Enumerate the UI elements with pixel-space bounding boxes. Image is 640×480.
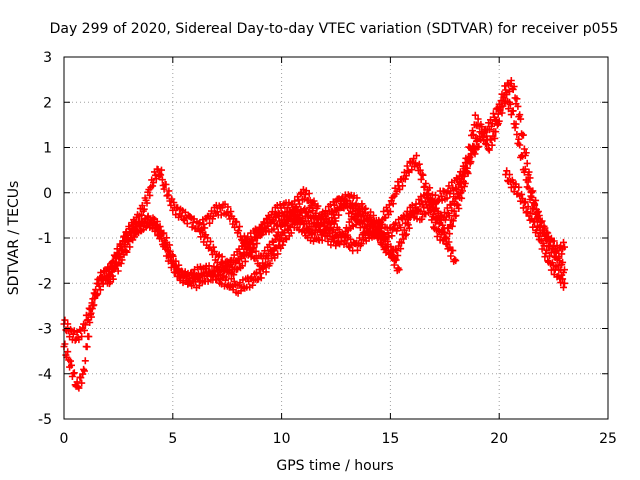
series-trace-e — [502, 167, 568, 291]
y-axis-label: SDTVAR / TECUs — [6, 181, 22, 296]
x-tick-label: 25 — [599, 431, 617, 447]
marker-trace — [195, 186, 403, 275]
marker-trace — [502, 167, 568, 291]
y-tick-label: -2 — [38, 276, 52, 292]
axis-ticks: 0 5 10 15 20 25 -5 -4 -3 -2 -1 0 1 2 3 — [38, 50, 617, 447]
y-tick-label: -4 — [38, 367, 52, 383]
y-tick-label: -5 — [38, 412, 52, 428]
x-tick-label: 5 — [168, 431, 177, 447]
x-tick-label: 15 — [381, 431, 399, 447]
data-markers — [60, 77, 568, 392]
series-trace-d — [195, 186, 403, 275]
chart-title: Day 299 of 2020, Sidereal Day-to-day VTE… — [50, 21, 619, 37]
y-tick-label: 1 — [43, 141, 52, 157]
marker-trace — [428, 134, 481, 245]
series-trace-f — [428, 134, 481, 245]
y-tick-label: -3 — [38, 322, 52, 338]
y-tick-label: 2 — [43, 95, 52, 111]
y-tick-label: -1 — [38, 231, 52, 247]
x-tick-label: 0 — [60, 431, 69, 447]
y-tick-label: 0 — [43, 186, 52, 202]
x-axis-label: GPS time / hours — [276, 458, 393, 474]
x-tick-label: 20 — [490, 431, 508, 447]
x-tick-label: 10 — [273, 431, 291, 447]
y-tick-label: 3 — [43, 50, 52, 66]
